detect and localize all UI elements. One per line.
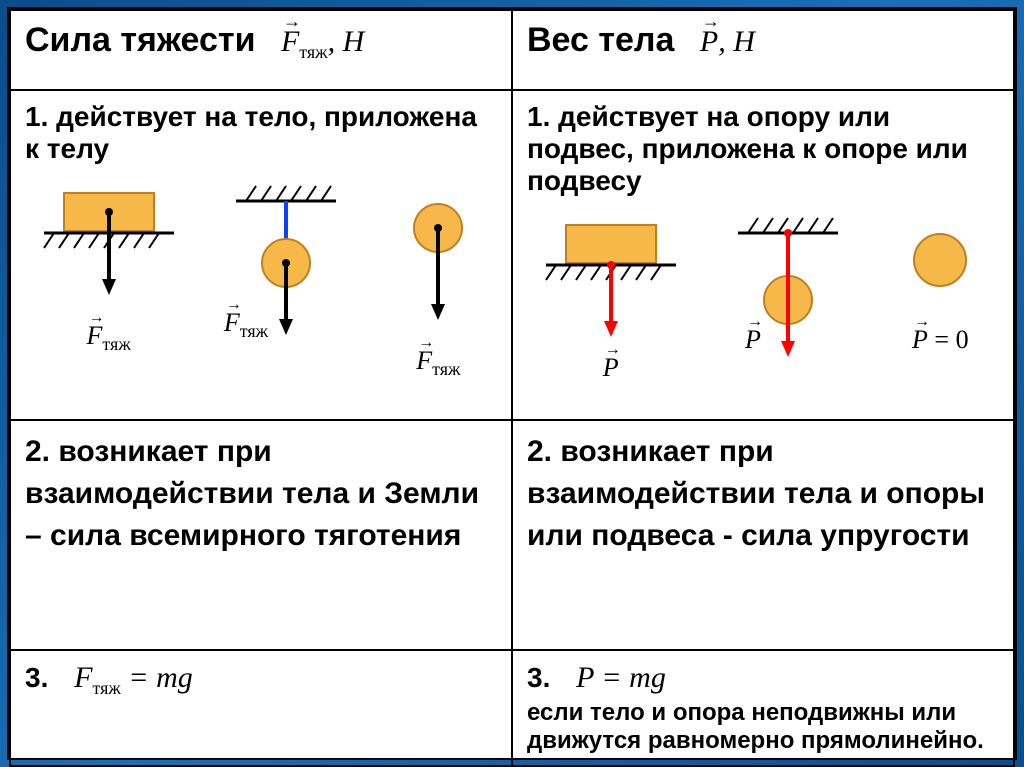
row1-left-diagrams: Fтяж	[25, 183, 497, 380]
row1-right-text: 1. действует на опору или подвес, прилож…	[527, 101, 999, 197]
diagram-ball-hanging-gravity: Fтяж	[226, 183, 346, 342]
row3-left: 3. Fтяж = mg	[10, 650, 512, 766]
diagram-ball-free-weight: P = 0	[895, 215, 985, 355]
box-gravity-icon	[39, 183, 179, 313]
header-left: Сила тяжести Fтяж, H	[10, 10, 512, 90]
row2-left-text: 2. возникает при взаимодействии тела и З…	[25, 431, 497, 557]
row1-right-diagrams: P	[527, 215, 999, 383]
row1-left: 1. действует на тело, приложена к телу	[10, 90, 512, 420]
row3-left-num: 3.	[25, 662, 48, 693]
label-ftyazh-3: Fтяж	[416, 346, 460, 380]
row2-left: 2. возникает при взаимодействии тела и З…	[10, 420, 512, 650]
diagram-box-gravity: Fтяж	[39, 183, 179, 355]
row3-right-num: 3.	[527, 662, 550, 693]
row2-right: 2. возникает при взаимодействии тела и о…	[512, 420, 1014, 650]
diagram-ball-free-gravity: Fтяж	[393, 183, 483, 380]
header-right-title: Вес тела	[527, 21, 674, 59]
header-left-symbol: Fтяж, H	[281, 25, 364, 58]
header-right-symbol: P, H	[700, 25, 755, 58]
row3-left-formula: Fтяж = mg	[74, 661, 193, 694]
row3-right: 3. P = mg если тело и опора неподвижны и…	[512, 650, 1014, 766]
label-p-1: P	[603, 353, 619, 383]
label-ftyazh-1: Fтяж	[87, 321, 131, 355]
row3-right-formula: P = mg	[576, 661, 666, 694]
header-right: Вес тела P, H	[512, 10, 1014, 90]
row3-right-note: если тело и опора неподвижны или движутс…	[527, 699, 999, 755]
diagram-box-weight: P	[541, 215, 681, 383]
box-weight-icon	[541, 215, 681, 345]
ball-free-weight-icon	[895, 215, 985, 305]
diagram-ball-hanging-weight: P	[728, 215, 848, 355]
header-left-title: Сила тяжести	[25, 21, 255, 59]
row1-right: 1. действует на опору или подвес, прилож…	[512, 90, 1014, 420]
label-ftyazh-2: Fтяж	[224, 308, 268, 342]
row2-right-text: 2. возникает при взаимодействии тела и о…	[527, 431, 999, 557]
label-p-2: P	[745, 325, 761, 355]
row1-left-text: 1. действует на тело, приложена к телу	[25, 101, 497, 165]
ball-free-gravity-icon	[393, 183, 483, 338]
label-p-zero: P = 0	[912, 325, 969, 355]
